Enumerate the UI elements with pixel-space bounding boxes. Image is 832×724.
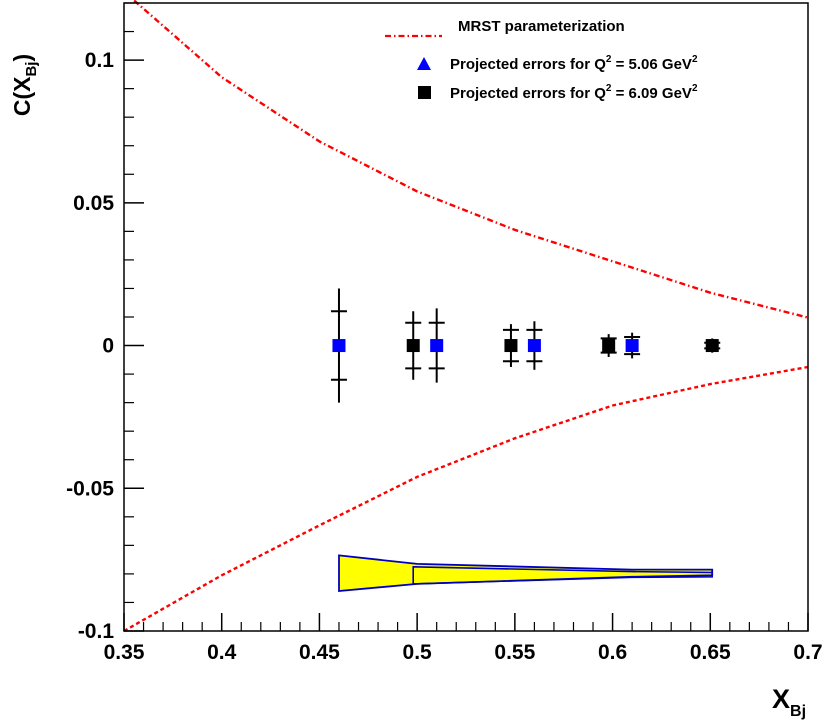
black-data-point	[405, 311, 422, 380]
blue-data-point	[526, 321, 543, 370]
legend: MRST parameterization Projected errors f…	[385, 18, 698, 102]
legend-series1-label: Projected errors for Q2 = 5.06 GeV2	[450, 54, 698, 73]
systematic-error-band	[338, 554, 714, 592]
point-marker	[430, 339, 444, 353]
y-axis-title-sub: Bj	[23, 62, 40, 77]
y-axis: -0.1 -0.05 0 0.05 0.1	[66, 2, 144, 643]
point-marker	[406, 339, 420, 353]
x-axis: 0.35 0.4 0.45 0.5 0.55 0.6 0.65 0.7	[104, 613, 823, 664]
x-tick-label: 0.4	[207, 641, 237, 664]
legend-square-marker	[418, 86, 431, 99]
x-tick-label: 0.65	[690, 641, 731, 664]
y-axis-title-main: C(X	[9, 76, 35, 116]
mrst-curves	[123, 0, 809, 633]
point-marker	[602, 339, 616, 353]
y-tick-label: -0.1	[78, 620, 115, 643]
x-tick-label: 0.45	[299, 641, 340, 664]
x-axis-title: XBj	[772, 684, 806, 720]
y-axis-title: C(XBj)	[9, 54, 40, 116]
x-axis-title-main: X	[772, 684, 790, 714]
y-tick-label: 0	[102, 335, 114, 358]
blue-data-point	[330, 288, 347, 403]
black-data-point	[600, 334, 617, 357]
legend-mrst-label: MRST parameterization	[458, 18, 625, 35]
point-marker	[705, 339, 719, 353]
black-data-point	[704, 338, 721, 353]
point-marker	[527, 339, 541, 353]
band-inner	[412, 565, 714, 585]
point-marker	[625, 339, 639, 353]
legend-series2-label: Projected errors for Q2 = 6.09 GeV2	[450, 83, 698, 102]
y-axis-title-close: )	[9, 54, 35, 62]
svg-text:C(XBj): C(XBj)	[9, 54, 40, 116]
x-tick-label: 0.5	[403, 641, 433, 664]
data-points	[330, 288, 721, 403]
x-axis-title-sub: Bj	[790, 703, 806, 720]
blue-data-point	[428, 308, 445, 383]
point-marker	[504, 339, 518, 353]
y-tick-label: 0.1	[85, 49, 115, 72]
point-marker	[332, 339, 346, 353]
x-tick-label: 0.6	[598, 641, 627, 664]
svg-text:XBj: XBj	[772, 684, 806, 720]
mrst-upper-curve	[131, 0, 809, 319]
y-tick-label: 0.05	[73, 192, 114, 215]
x-tick-label: 0.35	[104, 641, 145, 664]
x-tick-label: 0.7	[793, 641, 822, 664]
x-tick-label: 0.55	[494, 641, 535, 664]
y-tick-label: -0.05	[66, 477, 114, 500]
black-data-point	[502, 324, 519, 367]
legend-triangle-marker	[417, 57, 431, 70]
blue-data-point	[624, 332, 641, 359]
